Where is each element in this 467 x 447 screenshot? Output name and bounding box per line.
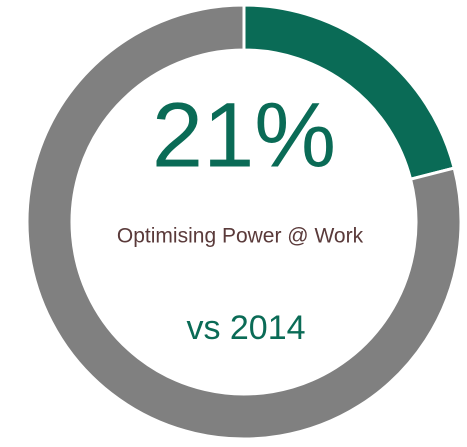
- footnote: vs 2014: [186, 309, 305, 347]
- donut-segment: [25, 3, 463, 441]
- logo-text: Optimising Power @ Work: [117, 225, 364, 248]
- donut: [25, 3, 463, 441]
- center-value-label: 21%: [152, 84, 336, 186]
